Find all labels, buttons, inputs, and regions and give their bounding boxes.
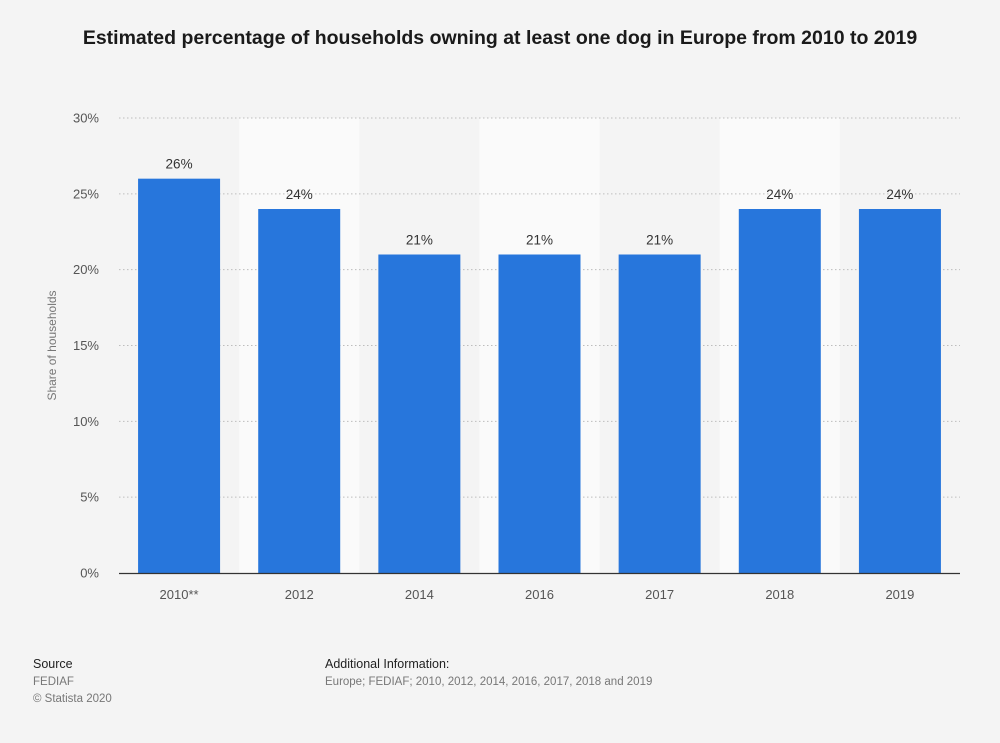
data-label: 24%	[766, 187, 793, 202]
x-tick-label: 2017	[645, 587, 674, 602]
y-axis-ticks: 0% 5% 10% 15% 20% 25% 30%	[73, 111, 99, 581]
copyright-text: © Statista 2020	[33, 693, 112, 705]
additional-info-text: Europe; FEDIAF; 2010, 2012, 2014, 2016, …	[325, 676, 653, 688]
x-tick-label: 2019	[885, 587, 914, 602]
bar[interactable]	[498, 254, 581, 574]
x-tick-label: 2012	[285, 587, 314, 602]
y-tick-label: 10%	[73, 414, 99, 429]
data-label: 24%	[286, 187, 313, 202]
data-labels: 26% 24% 21% 21% 21% 24% 24%	[166, 157, 914, 248]
x-tick-label: 2014	[405, 587, 434, 602]
bar[interactable]	[378, 254, 461, 574]
bar[interactable]	[138, 178, 221, 573]
source-heading: Source	[33, 657, 73, 671]
data-label: 21%	[526, 233, 553, 248]
data-label: 24%	[886, 187, 913, 202]
y-tick-label: 25%	[73, 186, 99, 201]
y-tick-label: 0%	[80, 566, 99, 581]
y-tick-label: 15%	[73, 338, 99, 353]
y-tick-label: 20%	[73, 262, 99, 277]
x-tick-label: 2016	[525, 587, 554, 602]
bar[interactable]	[738, 209, 821, 573]
x-axis-ticks: 2010** 2012 2014 2016 2017 2018 2019	[160, 587, 915, 602]
bars	[138, 178, 941, 574]
bar[interactable]	[858, 209, 941, 573]
chart-title: Estimated percentage of households ownin…	[82, 27, 918, 49]
y-tick-label: 30%	[73, 111, 99, 126]
bar[interactable]	[258, 209, 341, 573]
x-tick-label: 2018	[765, 587, 794, 602]
additional-info-heading: Additional Information:	[325, 657, 450, 671]
data-label: 26%	[166, 157, 193, 172]
data-label: 21%	[406, 233, 433, 248]
y-axis-label: Share of households	[45, 290, 59, 400]
source-name: FEDIAF	[33, 676, 74, 688]
data-label: 21%	[646, 233, 673, 248]
y-tick-label: 5%	[80, 490, 99, 505]
bar[interactable]	[618, 254, 701, 574]
x-tick-label: 2010**	[160, 587, 199, 602]
